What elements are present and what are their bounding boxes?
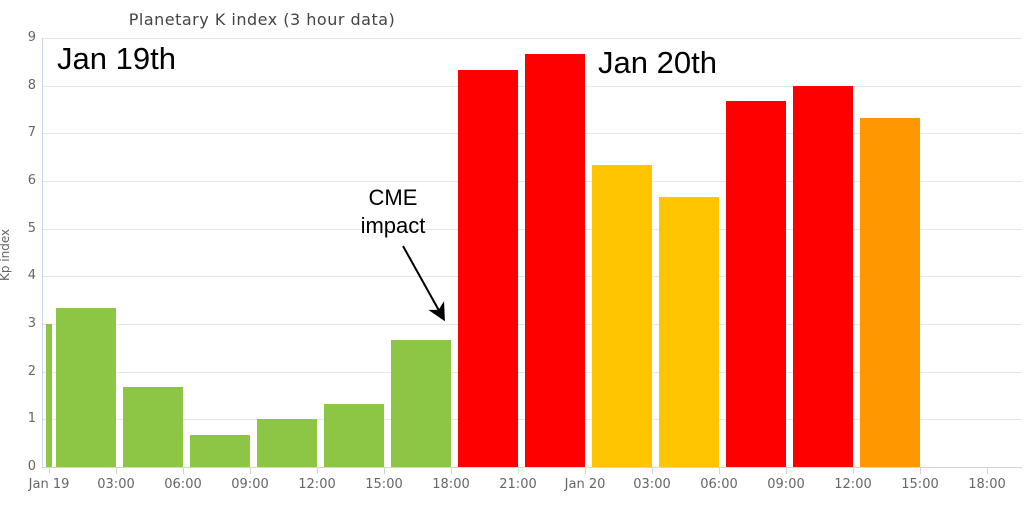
x-tick-mark [987,468,988,474]
x-tick-mark [384,468,385,474]
chart-bar[interactable] [257,419,317,467]
chart-title: Planetary K index (3 hour data) [128,10,396,29]
x-tick-label: 18:00 [432,477,470,492]
x-tick-label: 09:00 [767,477,805,492]
y-tick-label: 6 [27,173,36,188]
y-tick-label: 3 [27,316,36,331]
x-tick-mark [317,468,318,474]
x-tick-label: 03:00 [633,477,671,492]
chart-bar[interactable] [324,403,384,467]
chart-bar[interactable] [190,435,250,467]
chart-bar[interactable] [860,117,920,467]
cme-annotation-line2: impact [360,213,426,238]
y-tick-label: 7 [27,125,36,141]
x-tick-label: Jan 19 [28,477,70,492]
annotation-cme-impact: CME impact [343,184,443,240]
x-tick-mark [49,468,50,474]
chart-bar[interactable] [726,101,786,467]
x-tick-mark [920,468,921,474]
y-tick-label: 8 [27,77,36,93]
y-axis-title: Kp index [0,228,12,282]
y-tick-label: 5 [27,220,36,236]
y-tick-label: 1 [27,411,36,427]
y-tick-label: 4 [27,268,36,284]
y-tick-label: 0 [27,459,36,474]
x-tick-label: 21:00 [499,477,537,492]
x-axis-line [42,467,1022,468]
x-tick-label: 18:00 [968,477,1006,492]
x-tick-mark [853,468,854,474]
x-tick-label: 06:00 [700,477,738,492]
x-tick-label: 06:00 [164,477,202,492]
gridline [43,38,1022,39]
chart-bar[interactable] [592,165,652,467]
cme-annotation-line1: CME [368,185,418,210]
x-tick-mark [719,468,720,474]
chart-bar[interactable] [793,85,853,467]
x-tick-label: 15:00 [901,477,939,492]
x-tick-mark [786,468,787,474]
x-tick-mark [183,468,184,474]
x-tick-label: 15:00 [365,477,403,492]
y-axis-line [42,38,43,468]
chart-bar[interactable] [123,387,183,467]
x-tick-mark [518,468,519,474]
x-tick-mark [250,468,251,474]
x-tick-label: 09:00 [231,477,269,492]
x-tick-mark [585,468,586,474]
chart-bar[interactable] [458,69,518,467]
x-tick-label: 03:00 [97,477,135,492]
x-tick-label: Jan 20 [564,477,606,492]
chart-bar[interactable] [391,339,451,467]
x-tick-label: 12:00 [834,477,872,492]
x-tick-label: 12:00 [298,477,336,492]
chart-bar[interactable] [46,324,52,467]
x-tick-mark [451,468,452,474]
annotation-jan-19: Jan 19th [57,41,176,76]
chart-bar[interactable] [525,53,585,467]
chart-bar[interactable] [659,196,719,467]
y-tick-label: 9 [27,30,36,45]
annotation-jan-20: Jan 20th [598,45,717,80]
x-tick-mark [652,468,653,474]
chart-bar[interactable] [56,308,116,467]
x-tick-mark [116,468,117,474]
y-tick-label: 2 [27,363,36,379]
